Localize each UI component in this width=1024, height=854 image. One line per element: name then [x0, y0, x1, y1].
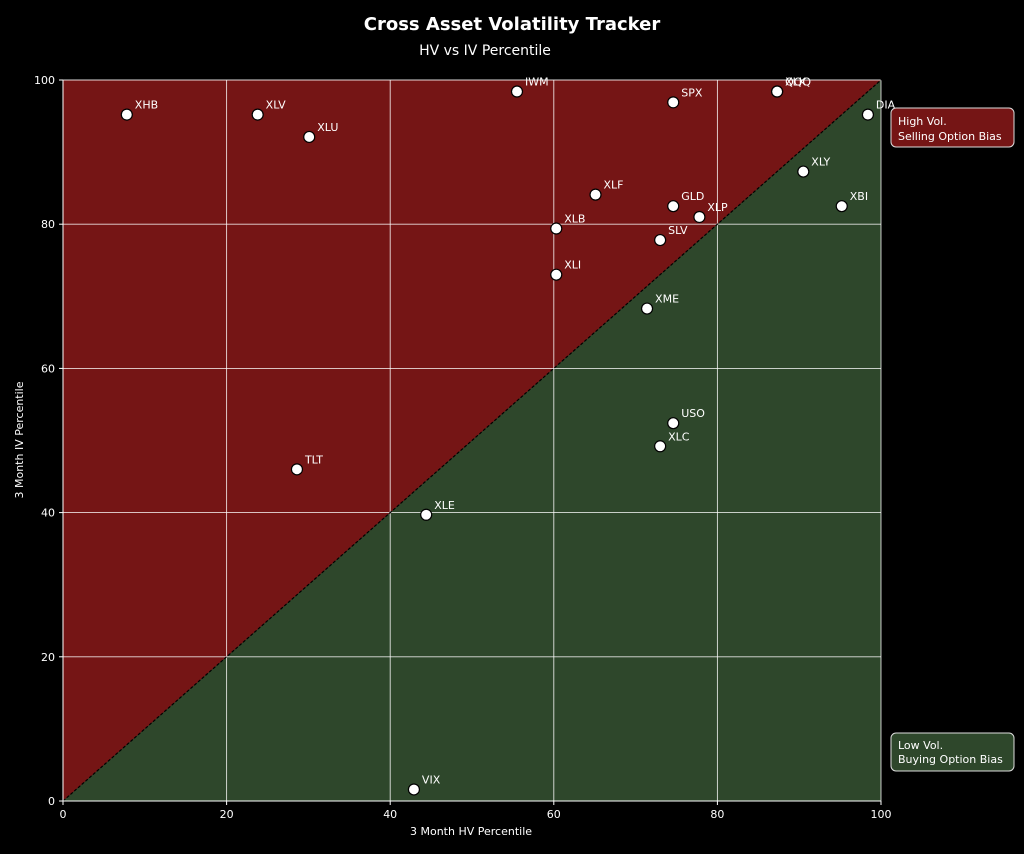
point-label: TLT [304, 453, 323, 466]
point-label: XLI [564, 259, 581, 272]
point-label: SPX [681, 86, 703, 99]
legend-low-box [890, 732, 1015, 772]
point-label: GLD [681, 190, 704, 203]
point-label: XLV [266, 99, 286, 112]
y-tick-label: 0 [48, 795, 55, 808]
data-point [861, 108, 875, 121]
data-point [120, 108, 133, 121]
data-point [640, 302, 654, 315]
data-point [303, 130, 316, 144]
point-label: IWM [525, 76, 549, 89]
x-tick-label: 40 [383, 808, 397, 821]
point-label: XLF [604, 179, 624, 192]
legend-high-line2: Selling Option Bias [898, 130, 1002, 143]
data-point [510, 85, 524, 98]
y-tick-label: 60 [41, 362, 55, 375]
chart-title: Cross Asset Volatility Tracker [364, 14, 661, 35]
data-point [420, 508, 433, 521]
data-point [654, 440, 667, 453]
y-tick-label: 100 [34, 74, 55, 87]
point-label: XME [655, 293, 679, 306]
legend-low-line2: Buying Option Bias [898, 753, 1003, 766]
x-axis-label: 3 Month HV Percentile [410, 825, 532, 838]
x-tick-label: 20 [220, 808, 234, 821]
y-axis-label: 3 Month IV Percentile [13, 381, 26, 498]
legend-low-line1: Low Vol. [898, 739, 943, 752]
y-tick-label: 40 [41, 507, 55, 520]
point-label: QQQ [785, 76, 811, 89]
axes-layer: 0 20 40 60 80 100 0 20 40 60 80 100 [34, 74, 892, 821]
x-tick-label: 100 [871, 808, 892, 821]
chart-subtitle: HV vs IV Percentile [419, 43, 551, 59]
legend-high-line1: High Vol. [898, 115, 947, 128]
data-point [771, 85, 784, 98]
data-point [550, 268, 563, 281]
legend-high-box [890, 107, 1015, 148]
point-label: VIX [422, 773, 441, 786]
x-tick-label: 60 [547, 808, 561, 821]
point-label: XLC [668, 430, 690, 443]
point-label: XLP [707, 201, 728, 214]
data-point [290, 463, 304, 476]
point-label: XBI [850, 190, 868, 203]
point-label: USO [681, 407, 705, 420]
point-label: DIA [876, 99, 896, 112]
point-label: XHB [135, 99, 158, 112]
y-tick-label: 80 [41, 218, 55, 231]
point-label: XLU [317, 121, 338, 134]
diagonal-line [62, 79, 882, 802]
data-point [407, 783, 421, 796]
legend-low-vol: Low Vol. Buying Option Bias [890, 732, 1015, 772]
data-point [251, 108, 264, 121]
legend-high-vol: High Vol. Selling Option Bias [890, 107, 1015, 148]
data-point [835, 200, 848, 213]
point-label: SLV [668, 224, 688, 237]
data-point [550, 222, 563, 235]
data-point [667, 96, 680, 109]
data-point [667, 417, 680, 430]
data-point [797, 165, 810, 178]
x-tick-label: 80 [710, 808, 724, 821]
point-label: XLK [785, 76, 807, 89]
x-tick-label: 0 [60, 808, 67, 821]
y-tick-label: 20 [41, 651, 55, 664]
point-label: XLB [564, 213, 585, 226]
point-label: XLE [434, 499, 455, 512]
point-label: XLY [811, 156, 830, 169]
data-point [667, 200, 680, 213]
data-point [589, 188, 602, 201]
data-point [654, 233, 667, 247]
data-point [693, 210, 706, 224]
